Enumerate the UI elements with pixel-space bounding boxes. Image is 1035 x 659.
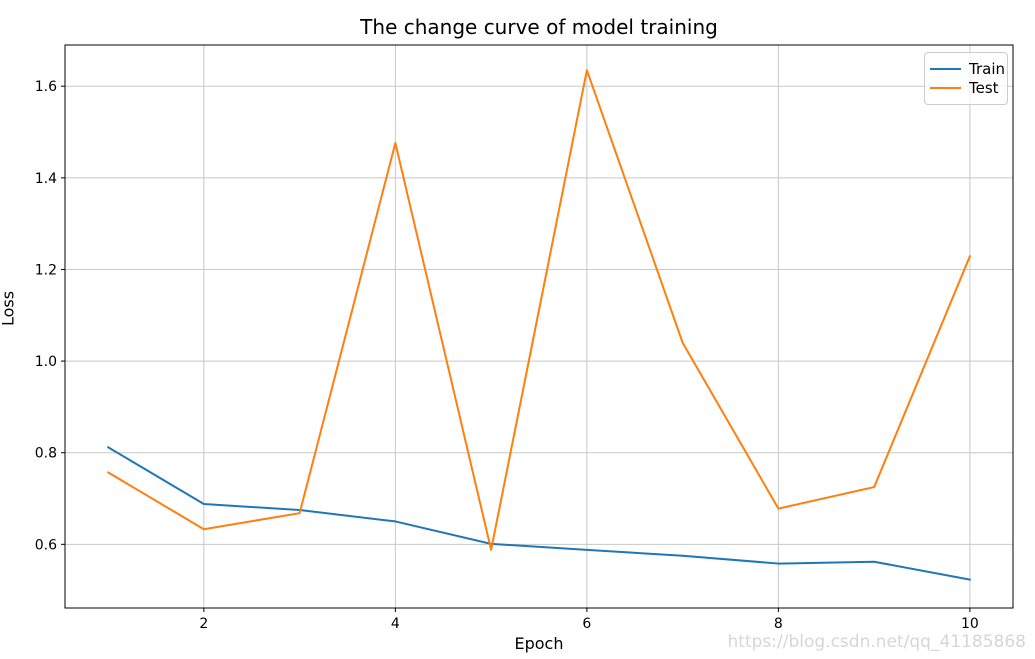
legend-entry-train: Train (930, 60, 1005, 78)
x-tick-label: 6 (582, 616, 591, 632)
chart-title: The change curve of model training (360, 15, 718, 39)
series-line-train (107, 446, 971, 581)
y-tick-label: 1.0 (35, 354, 57, 370)
y-tick-label: 1.4 (35, 171, 57, 187)
x-tick-label: 8 (774, 616, 783, 632)
y-tick-label: 0.8 (35, 446, 57, 462)
y-tick-label: 0.6 (35, 537, 57, 553)
legend-label-train: Train (969, 60, 1005, 78)
legend: Train Test (924, 52, 1008, 105)
axes-box (64, 44, 1014, 609)
train-line-sample-icon (930, 68, 961, 70)
x-tick-label: 2 (199, 616, 208, 632)
x-tick-label: 4 (391, 616, 400, 632)
x-tick-label: 10 (961, 616, 979, 632)
series-line-test (107, 69, 971, 551)
legend-entry-test: Test (930, 79, 1001, 97)
legend-label-test: Test (969, 79, 999, 97)
y-tick-label: 1.2 (35, 262, 57, 278)
watermark-url: https://blog.csdn.net/qq_41185868 (727, 632, 1026, 652)
y-tick-label: 1.6 (35, 79, 57, 95)
test-line-sample-icon (930, 87, 961, 89)
x-axis-label: Epoch (514, 634, 564, 653)
